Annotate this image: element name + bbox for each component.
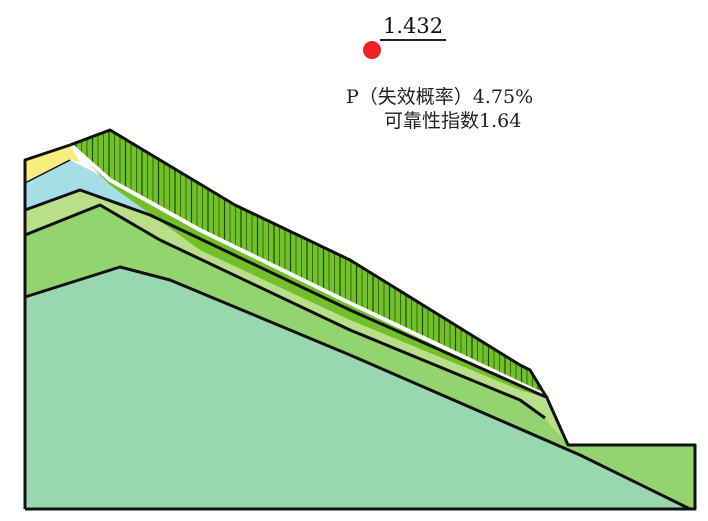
boundary-bottom xyxy=(24,265,691,511)
reliability-index-text: 可靠性指数1.64 xyxy=(384,110,522,132)
sliding-mass-outline xyxy=(69,128,549,399)
safety-factor-value: 1.432 xyxy=(380,15,447,41)
toe-outline xyxy=(25,397,697,511)
boundary-water xyxy=(24,159,71,184)
failure-probability-text: P（失效概率）4.75% xyxy=(346,86,534,108)
top-soil-layer xyxy=(25,145,80,183)
lower-soil-layer xyxy=(25,205,695,509)
ground-surface xyxy=(23,143,71,509)
sliding-mass-hatching xyxy=(75,130,544,396)
bottom-soil-layer xyxy=(25,267,690,509)
boundary-lower xyxy=(24,203,546,420)
boundary-middle xyxy=(24,188,549,400)
slip-circle-center-marker xyxy=(363,41,381,59)
